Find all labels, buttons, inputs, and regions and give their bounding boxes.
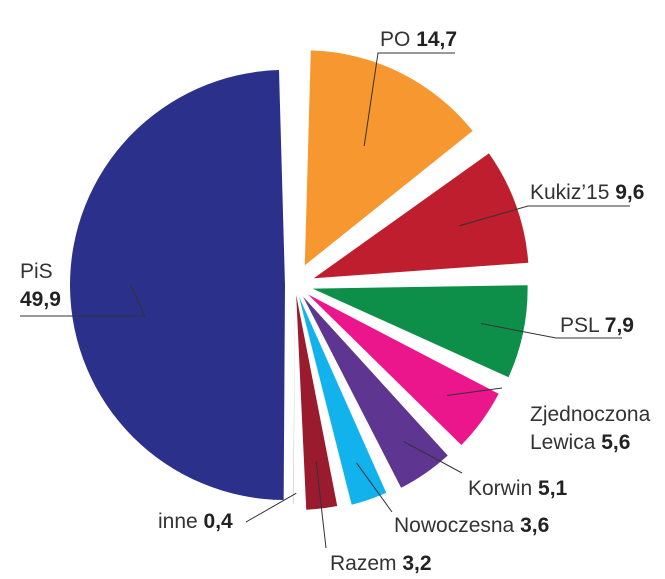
label-inne: inne 0,4	[158, 510, 233, 533]
pie-slice-po	[304, 50, 473, 266]
leader-line-pis	[20, 284, 146, 317]
label-kukiz: Kukiz’15 9,6	[530, 181, 644, 204]
value-pis: 49,9	[20, 288, 61, 311]
label-razem: Razem 3,2	[330, 552, 432, 575]
pie-slice-nowoczesna	[298, 296, 387, 505]
leader-line-kukiz-15	[459, 205, 630, 227]
leader-line-psl	[480, 323, 622, 339]
leader-line-nowoczesna	[356, 462, 393, 513]
leader-line-inne	[245, 492, 297, 523]
leader-lines	[20, 52, 630, 549]
leader-line-po	[363, 52, 455, 147]
label-lewica: Lewica 5,6	[530, 431, 630, 454]
label-pis: PiS	[20, 260, 53, 283]
pie-slice-zjednoczona-lewica	[307, 294, 499, 446]
label-nowoczesna: Nowoczesna 3,6	[394, 514, 549, 537]
label-po: PO 14,7	[380, 28, 457, 51]
pie-slices	[69, 50, 529, 510]
pie-slice-korwin	[302, 296, 448, 488]
leader-line-korwin	[403, 440, 463, 474]
label-korwin: Korwin 5,1	[468, 477, 568, 500]
leader-line-zjednoczona-lewica	[447, 387, 503, 396]
pie-slice-pis	[69, 70, 286, 500]
pie-slice-inne	[293, 288, 296, 504]
label-psl: PSL 7,9	[560, 314, 634, 337]
pie-slice-razem	[296, 294, 338, 510]
leader-line-razem	[315, 461, 327, 549]
label-zjednoczona: Zjednoczona	[530, 403, 651, 426]
pie-slice-psl	[312, 285, 528, 378]
pie-slice-kukiz-15	[313, 153, 529, 279]
